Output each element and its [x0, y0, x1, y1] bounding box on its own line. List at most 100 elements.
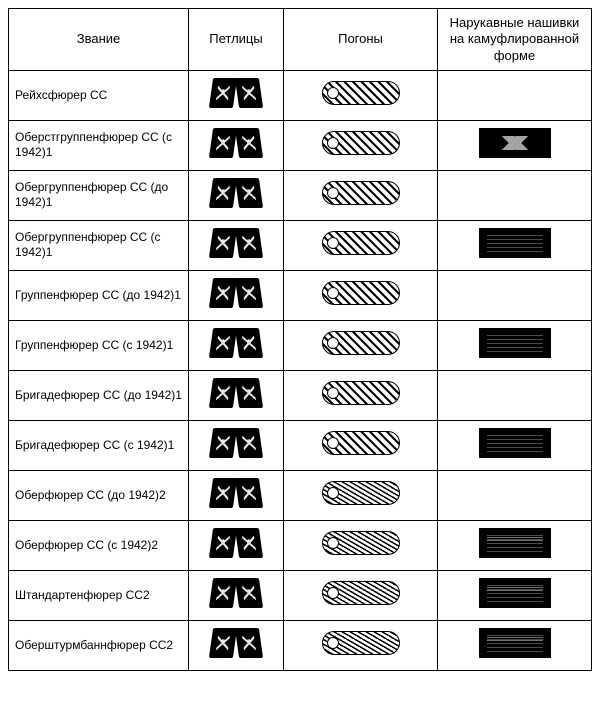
collar-cell — [189, 570, 284, 620]
sleeve-patch-cell — [438, 220, 592, 270]
shoulder-board-icon — [322, 481, 400, 505]
collar-tabs-icon — [211, 378, 261, 408]
shoulder-board-icon — [322, 381, 400, 405]
sleeve-patch-cell — [438, 520, 592, 570]
collar-tab-right-icon — [235, 378, 263, 408]
rank-label: Бригадефюрер СС (до 1942)1 — [9, 370, 189, 420]
shoulder-board-icon — [322, 231, 400, 255]
header-collar: Петлицы — [189, 9, 284, 71]
collar-cell — [189, 420, 284, 470]
shoulder-board-icon — [322, 331, 400, 355]
shoulder-board-cell — [284, 470, 438, 520]
collar-cell — [189, 170, 284, 220]
collar-tab-left-icon — [209, 328, 237, 358]
rank-label: Обергруппенфюрер СС (с 1942)1 — [9, 220, 189, 270]
table-row: Бригадефюрер СС (с 1942)1 — [9, 420, 592, 470]
sleeve-patch-cell — [438, 120, 592, 170]
shoulder-board-cell — [284, 70, 438, 120]
collar-tabs-icon — [211, 578, 261, 608]
sleeve-patch-cell — [438, 320, 592, 370]
sleeve-patch-icon — [479, 328, 551, 358]
collar-cell — [189, 320, 284, 370]
collar-tab-right-icon — [235, 228, 263, 258]
collar-tabs-icon — [211, 128, 261, 158]
collar-cell — [189, 270, 284, 320]
sleeve-patch-icon — [479, 228, 551, 258]
collar-tab-left-icon — [209, 478, 237, 508]
collar-tabs-icon — [211, 528, 261, 558]
table-row: Оберфюрер СС (до 1942)2 — [9, 470, 592, 520]
shoulder-board-icon — [322, 631, 400, 655]
shoulder-board-cell — [284, 620, 438, 670]
table-row: Обергруппенфюрер СС (до 1942)1 — [9, 170, 592, 220]
sleeve-patch-cell — [438, 420, 592, 470]
collar-tab-left-icon — [209, 278, 237, 308]
rank-label: Обергруппенфюрер СС (до 1942)1 — [9, 170, 189, 220]
rank-label: Штандартенфюрер СС2 — [9, 570, 189, 620]
collar-tabs-icon — [211, 78, 261, 108]
header-rank: Звание — [9, 9, 189, 71]
shoulder-board-cell — [284, 120, 438, 170]
shoulder-board-cell — [284, 170, 438, 220]
collar-tab-left-icon — [209, 628, 237, 658]
collar-tab-left-icon — [209, 228, 237, 258]
rank-label: Рейхсфюрер СС — [9, 70, 189, 120]
table-row: Оберштурмбаннфюрер СС2 — [9, 620, 592, 670]
collar-tabs-icon — [211, 428, 261, 458]
table-row: Рейхсфюрер СС — [9, 70, 592, 120]
sleeve-patch-icon — [479, 528, 551, 558]
collar-tab-left-icon — [209, 528, 237, 558]
collar-tab-right-icon — [235, 478, 263, 508]
sleeve-patch-cell — [438, 570, 592, 620]
sleeve-patch-icon — [479, 628, 551, 658]
collar-tabs-icon — [211, 478, 261, 508]
rank-label: Бригадефюрер СС (с 1942)1 — [9, 420, 189, 470]
rank-label: Оберстгруппенфюрер СС (с 1942)1 — [9, 120, 189, 170]
collar-tab-right-icon — [235, 528, 263, 558]
collar-cell — [189, 470, 284, 520]
rank-label: Оберфюрер СС (с 1942)2 — [9, 520, 189, 570]
table-row: Группенфюрер СС (до 1942)1 — [9, 270, 592, 320]
collar-tabs-icon — [211, 628, 261, 658]
shoulder-board-icon — [322, 81, 400, 105]
collar-tabs-icon — [211, 228, 261, 258]
sleeve-patch-icon — [479, 128, 551, 158]
sleeve-patch-cell — [438, 170, 592, 220]
rank-label: Оберфюрер СС (до 1942)2 — [9, 470, 189, 520]
collar-tab-right-icon — [235, 178, 263, 208]
sleeve-patch-cell — [438, 470, 592, 520]
sleeve-patch-cell — [438, 270, 592, 320]
rank-label: Оберштурмбаннфюрер СС2 — [9, 620, 189, 670]
sleeve-patch-cell — [438, 620, 592, 670]
collar-tab-right-icon — [235, 578, 263, 608]
shoulder-board-cell — [284, 270, 438, 320]
shoulder-board-icon — [322, 531, 400, 555]
collar-tab-left-icon — [209, 78, 237, 108]
table-row: Группенфюрер СС (с 1942)1 — [9, 320, 592, 370]
rank-label: Группенфюрер СС (до 1942)1 — [9, 270, 189, 320]
collar-tab-right-icon — [235, 328, 263, 358]
table-row: Обергруппенфюрер СС (с 1942)1 — [9, 220, 592, 270]
collar-tab-right-icon — [235, 128, 263, 158]
rank-insignia-table: Звание Петлицы Погоны Нарукавные нашивки… — [8, 8, 592, 671]
collar-tab-left-icon — [209, 128, 237, 158]
shoulder-board-icon — [322, 581, 400, 605]
collar-tab-left-icon — [209, 178, 237, 208]
table-row: Оберфюрер СС (с 1942)2 — [9, 520, 592, 570]
table-row: Оберстгруппенфюрер СС (с 1942)1 — [9, 120, 592, 170]
collar-cell — [189, 520, 284, 570]
collar-tabs-icon — [211, 178, 261, 208]
collar-tab-right-icon — [235, 78, 263, 108]
shoulder-board-cell — [284, 420, 438, 470]
sleeve-patch-icon — [479, 428, 551, 458]
collar-cell — [189, 70, 284, 120]
table-header-row: Звание Петлицы Погоны Нарукавные нашивки… — [9, 9, 592, 71]
shoulder-board-icon — [322, 281, 400, 305]
header-sleeve: Нарукавные нашивки на камуфлированной фо… — [438, 9, 592, 71]
shoulder-board-icon — [322, 131, 400, 155]
header-board: Погоны — [284, 9, 438, 71]
shoulder-board-cell — [284, 570, 438, 620]
sleeve-patch-cell — [438, 370, 592, 420]
collar-cell — [189, 120, 284, 170]
collar-tabs-icon — [211, 278, 261, 308]
